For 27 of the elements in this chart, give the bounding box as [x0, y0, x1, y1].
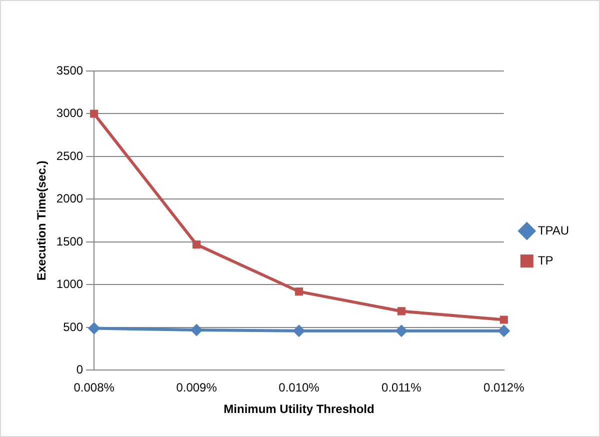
y-tick-label: 3500	[56, 63, 84, 78]
x-axis-title: Minimum Utility Threshold	[224, 402, 374, 416]
point	[88, 322, 100, 334]
legend-label: TP	[538, 253, 554, 268]
y-tick-label: 1000	[56, 277, 84, 292]
x-tick-label: 0.009%	[176, 380, 218, 395]
x-tick-label: 0.012%	[484, 380, 525, 395]
y-tick-label: 0	[76, 362, 84, 377]
x-tick-label: 0.008%	[74, 380, 115, 395]
y-tick-label: 3000	[56, 106, 84, 120]
point	[90, 110, 98, 118]
legend-label: TPAU	[538, 223, 570, 238]
y-axis-title: Execution Time(sec.)	[34, 160, 49, 281]
point	[500, 316, 508, 324]
point	[192, 240, 201, 249]
point	[395, 324, 408, 337]
x-tick-label: 0.011%	[382, 380, 422, 395]
y-tick-label: 500	[63, 320, 84, 334]
y-tick-label: 2000	[56, 192, 84, 206]
y-tick-label: 2500	[56, 148, 84, 163]
y-tick-label: 1500	[56, 234, 84, 248]
point	[294, 288, 304, 296]
point	[498, 324, 510, 337]
point	[397, 307, 406, 316]
point	[292, 324, 305, 337]
x-tick-label: 0.010%	[278, 380, 320, 395]
point	[190, 324, 203, 336]
